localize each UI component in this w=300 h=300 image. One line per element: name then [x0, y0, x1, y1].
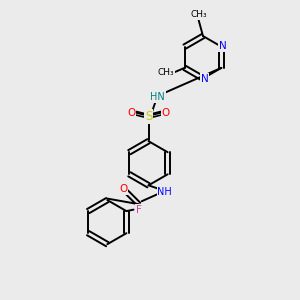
Text: F: F: [136, 205, 142, 214]
Text: NH: NH: [157, 187, 172, 197]
Text: O: O: [161, 108, 170, 118]
Text: O: O: [127, 108, 136, 118]
Text: CH₃: CH₃: [157, 68, 174, 77]
Text: S: S: [145, 110, 152, 123]
Text: O: O: [119, 184, 128, 194]
Text: CH₃: CH₃: [190, 10, 207, 19]
Text: N: N: [201, 74, 208, 84]
Text: HN: HN: [150, 92, 165, 102]
Text: N: N: [219, 41, 227, 51]
